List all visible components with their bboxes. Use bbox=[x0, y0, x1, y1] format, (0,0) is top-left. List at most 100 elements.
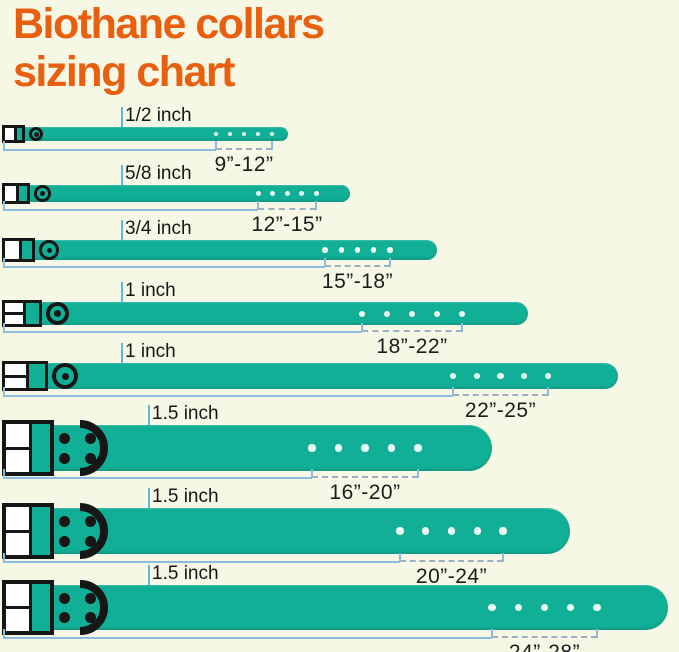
d-ring-icon bbox=[80, 420, 110, 476]
buckle-prong-bar bbox=[13, 128, 17, 140]
page-title-line-2: sizing chart bbox=[13, 48, 235, 96]
width-label: 1/2 inch bbox=[125, 105, 192, 126]
adjustment-hole bbox=[322, 247, 328, 253]
page-title-line-1: Biothane collars bbox=[13, 0, 325, 48]
measurement-tick bbox=[3, 387, 5, 396]
measurement-tick bbox=[547, 387, 549, 396]
adjustment-hole bbox=[449, 372, 457, 380]
measurement-line bbox=[3, 477, 312, 479]
measurement-line bbox=[3, 561, 400, 563]
measurement-tick bbox=[3, 258, 5, 267]
o-ring-dot bbox=[61, 372, 69, 380]
width-label: 3/4 inch bbox=[125, 218, 192, 239]
adjustment-hole bbox=[241, 131, 247, 137]
buckle-frame bbox=[2, 420, 54, 476]
buckle-strap-through bbox=[27, 364, 45, 388]
adjustment-hole bbox=[396, 527, 404, 535]
collar-strap bbox=[5, 185, 350, 202]
buckle-prong-bar bbox=[28, 584, 32, 631]
buckle-frame bbox=[2, 300, 42, 327]
buckle-strap-through bbox=[30, 424, 50, 472]
adjustment-hole bbox=[384, 310, 390, 317]
adjustment-hole bbox=[255, 131, 261, 137]
adjustment-hole bbox=[447, 527, 456, 535]
buckle-prong-bar bbox=[28, 507, 32, 555]
collar-strap bbox=[5, 363, 618, 389]
measurement-line bbox=[3, 149, 216, 151]
buckle-center-bar bbox=[6, 529, 29, 533]
rivet-icon bbox=[58, 611, 70, 623]
buckle-frame bbox=[2, 125, 25, 143]
adjustment-hole bbox=[434, 310, 440, 317]
adjustment-hole bbox=[521, 372, 528, 380]
measurement-tick bbox=[311, 469, 313, 478]
adjustment-hole bbox=[387, 247, 393, 253]
o-ring-icon bbox=[39, 240, 59, 260]
o-ring-dot bbox=[40, 191, 45, 196]
measurement-dashed-line bbox=[453, 394, 548, 396]
adjustment-hole bbox=[422, 527, 430, 535]
rivet-icon bbox=[58, 432, 70, 444]
d-ring-icon bbox=[80, 580, 110, 635]
adjustment-hole bbox=[299, 191, 304, 196]
size-range-label: 12”-15” bbox=[251, 213, 323, 236]
adjustment-hole bbox=[488, 603, 496, 612]
measurement-dashed-line bbox=[362, 330, 462, 332]
measurement-tick bbox=[3, 141, 5, 150]
buckle-frame bbox=[2, 503, 54, 559]
measurement-tick bbox=[361, 323, 363, 332]
collar-strap bbox=[5, 127, 288, 141]
measurement-tick bbox=[3, 201, 5, 210]
collar-strap bbox=[5, 585, 668, 630]
size-range-label: 9”-12” bbox=[214, 153, 274, 176]
size-range-label: 24”-28” bbox=[509, 641, 580, 652]
measurement-tick bbox=[389, 258, 391, 267]
measurement-tick bbox=[315, 201, 317, 210]
width-label: 1.5 inch bbox=[152, 486, 219, 507]
adjustment-hole bbox=[499, 527, 507, 535]
buckle-frame bbox=[2, 238, 35, 262]
measurement-dashed-line bbox=[492, 636, 597, 638]
adjustment-hole bbox=[414, 444, 422, 452]
buckle-frame bbox=[2, 580, 54, 635]
measurement-tick bbox=[3, 323, 5, 332]
o-ring-icon bbox=[46, 302, 69, 325]
measurement-line bbox=[3, 395, 453, 397]
adjustment-hole bbox=[459, 310, 465, 317]
buckle-strap-through bbox=[30, 584, 50, 631]
buckle-strap-through bbox=[14, 128, 22, 140]
width-label: 1.5 inch bbox=[152, 403, 219, 424]
adjustment-hole bbox=[514, 603, 522, 612]
adjustment-hole bbox=[544, 372, 552, 380]
buckle-strap-through bbox=[30, 507, 50, 555]
adjustment-hole bbox=[354, 247, 361, 253]
size-range-label: 18”-22” bbox=[376, 335, 448, 358]
o-ring-icon bbox=[34, 185, 51, 202]
d-ring-arc bbox=[80, 420, 108, 476]
o-ring-dot bbox=[46, 247, 52, 253]
measurement-tick bbox=[502, 553, 504, 562]
measurement-tick bbox=[3, 469, 5, 478]
buckle-center-bar bbox=[5, 312, 23, 315]
o-ring-dot bbox=[33, 131, 39, 137]
adjustment-hole bbox=[567, 603, 575, 612]
adjustment-hole bbox=[473, 527, 481, 535]
buckle-prong-bar bbox=[19, 241, 23, 259]
measurement-tick bbox=[461, 323, 463, 332]
adjustment-hole bbox=[593, 603, 601, 612]
width-label: 1 inch bbox=[125, 341, 176, 362]
size-range-label: 20”-24” bbox=[415, 565, 488, 588]
adjustment-hole bbox=[359, 310, 365, 317]
buckle-center-bar bbox=[6, 606, 29, 609]
width-label: 5/8 inch bbox=[125, 163, 192, 184]
width-label: 1 inch bbox=[125, 280, 176, 301]
measurement-dashed-line bbox=[216, 148, 272, 150]
o-ring-icon bbox=[52, 363, 78, 389]
rivet-icon bbox=[58, 515, 70, 527]
measurement-line bbox=[3, 209, 258, 211]
buckle-strap-through bbox=[23, 303, 39, 324]
collar-strap bbox=[5, 240, 437, 260]
buckle-frame bbox=[2, 183, 30, 204]
buckle-prong-bar bbox=[22, 303, 26, 324]
buckle-prong-bar bbox=[28, 424, 32, 472]
